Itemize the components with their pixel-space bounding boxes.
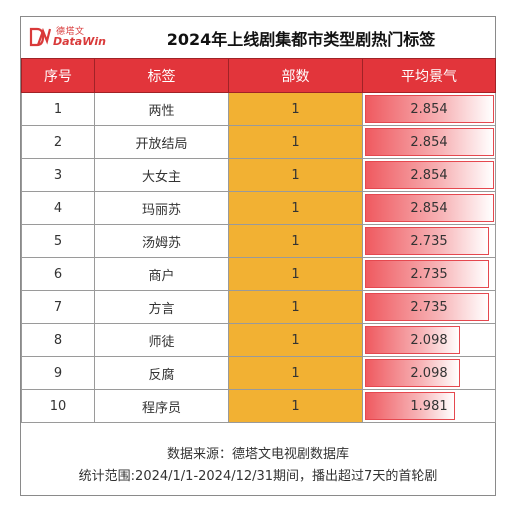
count-cell: 1 [228,224,363,258]
title-bar: 德塔文 DataWin 2024年上线剧集都市类型剧热门标签 [21,17,495,58]
chart-card: 德塔文 DataWin 2024年上线剧集都市类型剧热门标签 序号 标签 部数 … [20,16,496,496]
score-value: 1.981 [410,398,448,414]
tag-cell: 两性 [94,92,229,126]
score-bar [365,293,489,321]
rank-cell: 1 [21,92,95,126]
table-row: 8 师徒 1 2.098 [21,323,496,357]
table-row: 10 程序员 1 1.981 [21,389,496,423]
tag-cell: 商户 [94,257,229,291]
score-value: 2.854 [410,200,448,216]
score-value: 2.735 [410,299,448,315]
data-source: 数据来源：德塔文电视剧数据库 [166,447,349,462]
score-bar [365,326,460,354]
count-cell: 1 [228,158,363,192]
score-value: 2.854 [410,101,448,117]
count-cell: 1 [228,389,363,423]
count-cell: 1 [228,92,363,126]
table-row: 2 开放结局 1 2.854 [21,125,496,159]
tag-table: 序号 标签 部数 平均景气 1 两性 1 2.854 2 开放结局 1 2.854 3 大女主 1 2… [21,58,496,423]
score-cell: 2.854 [362,125,496,159]
rank-cell: 10 [21,389,95,423]
score-bar [365,194,494,222]
datawin-logo: 德塔文 DataWin [29,23,123,51]
count-cell: 1 [228,125,363,159]
tag-cell: 方言 [94,290,229,324]
count-cell: 1 [228,323,363,357]
rank-cell: 9 [21,356,95,390]
footer: 数据来源：德塔文电视剧数据库 统计范围:2024/1/1-2024/12/31期… [21,433,495,495]
tag-cell: 程序员 [94,389,229,423]
rank-cell: 7 [21,290,95,324]
count-cell: 1 [228,191,363,225]
tag-cell: 师徒 [94,323,229,357]
score-cell: 2.098 [362,323,496,357]
header-tag: 标签 [94,58,229,93]
chart-title: 2024年上线剧集都市类型剧热门标签 [166,30,436,49]
table-row: 7 方言 1 2.735 [21,290,496,324]
datawin-logo-icon [29,27,51,47]
logo-text-en: DataWin [53,35,106,48]
score-value: 2.854 [410,134,448,150]
score-value: 2.854 [410,167,448,183]
table-row: 1 两性 1 2.854 [21,92,496,126]
score-value: 2.098 [410,332,448,348]
tag-cell: 开放结局 [94,125,229,159]
tag-cell: 玛丽苏 [94,191,229,225]
tag-cell: 大女主 [94,158,229,192]
score-cell: 2.735 [362,257,496,291]
tag-cell: 反腐 [94,356,229,390]
score-cell: 1.981 [362,389,496,423]
tag-cell: 汤姆苏 [94,224,229,258]
header-score: 平均景气 [362,58,496,93]
table-row: 5 汤姆苏 1 2.735 [21,224,496,258]
score-value: 2.735 [410,266,448,282]
score-cell: 2.735 [362,224,496,258]
table-body: 1 两性 1 2.854 2 开放结局 1 2.854 3 大女主 1 2.854 4 玛丽苏 1 2.854… [21,92,496,423]
score-bar [365,359,460,387]
score-cell: 2.854 [362,92,496,126]
rank-cell: 8 [21,323,95,357]
score-cell: 2.854 [362,191,496,225]
score-bar [365,161,494,189]
count-cell: 1 [228,290,363,324]
header-rank: 序号 [21,58,95,93]
score-bar [365,95,494,123]
rank-cell: 2 [21,125,95,159]
score-cell: 2.854 [362,158,496,192]
score-value: 2.098 [410,365,448,381]
table-header-row: 序号 标签 部数 平均景气 [21,58,496,93]
count-cell: 1 [228,257,363,291]
score-bar [365,260,489,288]
rank-cell: 4 [21,191,95,225]
score-cell: 2.735 [362,290,496,324]
rank-cell: 5 [21,224,95,258]
table-row: 3 大女主 1 2.854 [21,158,496,192]
statistics-range: 统计范围:2024/1/1-2024/12/31期间，播出超过7天的首轮剧 [78,469,438,484]
score-value: 2.735 [410,233,448,249]
score-bar [365,227,489,255]
count-cell: 1 [228,356,363,390]
logo-text-cn: 德塔文 [56,27,85,37]
table-row: 6 商户 1 2.735 [21,257,496,291]
score-bar [365,128,494,156]
rank-cell: 3 [21,158,95,192]
rank-cell: 6 [21,257,95,291]
score-cell: 2.098 [362,356,496,390]
table-row: 9 反腐 1 2.098 [21,356,496,390]
header-count: 部数 [228,58,363,93]
score-bar [365,392,455,420]
table-row: 4 玛丽苏 1 2.854 [21,191,496,225]
